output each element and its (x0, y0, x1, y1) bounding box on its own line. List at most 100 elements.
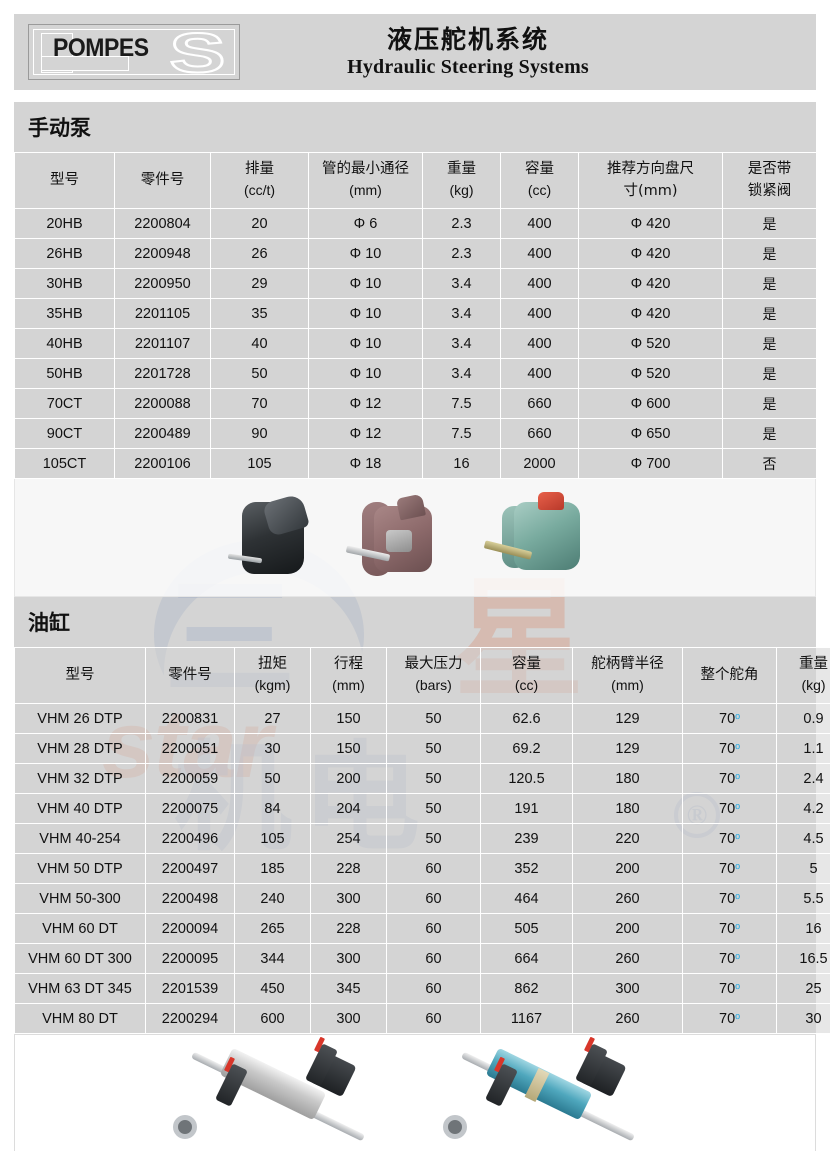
table-cell: 2200948 (114, 238, 211, 269)
table-row: VHM 80 DT 2200294 600 300 60 1167 260 70º 30 (14, 1003, 830, 1034)
table-cell: 505 (480, 913, 573, 944)
table-header-row: 型号 零件号 排量 (cc/t) 管的最小通径 (mm) 重量 (14, 152, 817, 209)
col-header-text: 扭矩 (258, 655, 287, 672)
table-cell: VHM 50 DTP (14, 853, 146, 884)
table-cell: Φ 520 (578, 328, 723, 359)
table-cell: 50 (234, 763, 311, 794)
table-cell: VHM 50-300 (14, 883, 146, 914)
col-header-unit: 寸(mm) (623, 182, 678, 199)
table-cell: 204 (310, 793, 387, 824)
table-cell: 200 (572, 913, 683, 944)
table-cell: 27 (234, 703, 311, 734)
table-cell: 862 (480, 973, 573, 1004)
table-cell: 200 (572, 853, 683, 884)
table-row: VHM 63 DT 345 2201539 450 345 60 862 300 70º 25 (14, 973, 830, 1004)
table-cell: 16 (422, 448, 501, 479)
manual-pumps-body: 20HB 2200804 20 Φ 6 2.3 400 Φ 420 是 26HB 2200948 2… (14, 208, 817, 479)
table-cell: VHM 63 DT 345 (14, 973, 146, 1004)
table-cell: 70 (210, 388, 309, 419)
table-row: VHM 40 DTP 2200075 84 204 50 191 180 70º 4.2 (14, 793, 830, 824)
table-cell: 2200294 (145, 1003, 235, 1034)
table-cell: 4.5 (776, 823, 830, 854)
table-cell: 60 (386, 1003, 481, 1034)
product-image-cylinder-silver (165, 1036, 395, 1143)
table-cell: 29 (210, 268, 309, 299)
col-header-text: 推荐方向盘尺 (607, 161, 694, 178)
table-cell: 70CT (14, 388, 115, 419)
table-cell: 2200059 (145, 763, 235, 794)
table-cell: Φ 12 (308, 388, 423, 419)
degree-symbol: º (735, 980, 740, 996)
col-header-unit: (cc/t) (243, 182, 276, 198)
col-header-text: 型号 (50, 171, 79, 188)
table-cell: 2200075 (145, 793, 235, 824)
table-cell: 0.9 (776, 703, 830, 734)
table-cell: 60 (386, 943, 481, 974)
col-header-unit: 锁紧阀 (747, 182, 792, 199)
table-cell: 是 (722, 358, 817, 389)
table-row: 40HB 2201107 40 Φ 10 3.4 400 Φ 520 是 (14, 328, 817, 359)
table-cell: 200 (310, 763, 387, 794)
table-cell: 20HB (14, 208, 115, 239)
degree-symbol: º (735, 830, 740, 846)
table-cell: 2.4 (776, 763, 830, 794)
col-header-tiller-radius: 舵柄臂半径 (mm) (572, 647, 683, 704)
table-cell: Φ 650 (578, 418, 723, 449)
col-header-displacement: 排量 (cc/t) (210, 152, 309, 209)
degree-symbol: º (735, 1010, 740, 1026)
table-cell: 2000 (500, 448, 579, 479)
table-cell: Φ 10 (308, 328, 423, 359)
table-cell: 180 (572, 763, 683, 794)
table-cell: 2200489 (114, 418, 211, 449)
table-cell: 2200804 (114, 208, 211, 239)
degree-symbol: º (735, 770, 740, 786)
page-title-en: Hydraulic Steering Systems (347, 56, 589, 79)
page-header: POMPES S 液压舵机系统 Hydraulic Steering Syste… (14, 14, 816, 90)
table-row: 20HB 2200804 20 Φ 6 2.3 400 Φ 420 是 (14, 208, 817, 239)
table-cell: 5 (776, 853, 830, 884)
table-row: VHM 32 DTP 2200059 50 200 50 120.5 180 70º 2.4 (14, 763, 830, 794)
col-header-text: 容量 (525, 160, 554, 177)
table-cell: 2201728 (114, 358, 211, 389)
table-cell: 50 (386, 793, 481, 824)
table-cell: 105 (210, 448, 309, 479)
table-cell: 90CT (14, 418, 115, 449)
product-image-pump-brown (345, 493, 458, 580)
table-cell: Φ 10 (308, 238, 423, 269)
section-title-cylinders: 油缸 (28, 611, 70, 635)
manual-pumps-table: 型号 零件号 排量 (cc/t) 管的最小通径 (mm) 重量 (14, 152, 817, 479)
degree-symbol: º (735, 860, 740, 876)
table-row: 105CT 2200106 105 Φ 18 16 2000 Φ 700 否 (14, 448, 817, 479)
logo-wordmark: POMPES (53, 34, 149, 62)
table-cell: 是 (722, 418, 817, 449)
table-cell: 70º (682, 1003, 777, 1034)
section-title-manual-pumps: 手动泵 (28, 116, 91, 140)
table-cell: 260 (572, 1003, 683, 1034)
col-header-text: 零件号 (140, 171, 185, 188)
col-header-unit: (kg) (449, 182, 474, 198)
table-cell: 400 (500, 328, 579, 359)
table-cell: 60 (386, 853, 481, 884)
table-cell: 是 (722, 298, 817, 329)
logo-inner-border (33, 29, 235, 75)
table-cell: 464 (480, 883, 573, 914)
table-cell: 26 (210, 238, 309, 269)
table-cell: 50 (386, 733, 481, 764)
table-cell: 是 (722, 208, 817, 239)
table-cell: 660 (500, 388, 579, 419)
table-cell: 50HB (14, 358, 115, 389)
col-header-unit: (mm) (611, 677, 644, 693)
table-cell: Φ 700 (578, 448, 723, 479)
table-cell: 70º (682, 733, 777, 764)
table-cell: 352 (480, 853, 573, 884)
body-panel: 三 星 star 机电 ® 手动泵 型号 零件号 (14, 102, 830, 1151)
table-cell: 70º (682, 913, 777, 944)
table-cell: 3.4 (422, 268, 501, 299)
col-header-capacity: 容量 (cc) (500, 152, 579, 209)
product-image-pump-dark (227, 492, 320, 578)
table-cell: 2.3 (422, 238, 501, 269)
col-header-wheel-size: 推荐方向盘尺 寸(mm) (578, 152, 723, 209)
table-cell: 450 (234, 973, 311, 1004)
table-cell: 1167 (480, 1003, 573, 1034)
table-row: 90CT 2200489 90 Φ 12 7.5 660 Φ 650 是 (14, 418, 817, 449)
